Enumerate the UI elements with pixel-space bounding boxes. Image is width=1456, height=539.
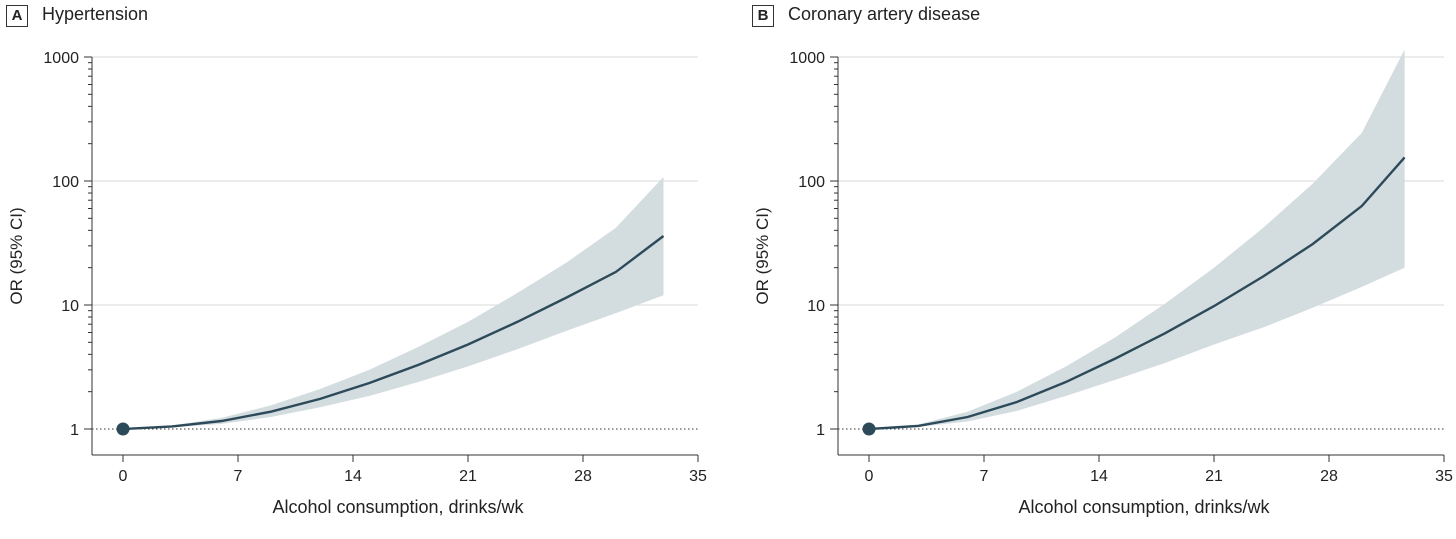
y-tick-label: 1000 xyxy=(789,50,825,67)
y-tick-label: 10 xyxy=(807,298,825,315)
y-tick-label: 1000 xyxy=(43,50,79,67)
x-tick-label: 21 xyxy=(459,468,477,485)
series-line xyxy=(868,156,1406,431)
y-tick-label: 100 xyxy=(798,174,825,191)
panel-letter: A xyxy=(6,5,28,27)
x-tick-label: 7 xyxy=(980,468,989,485)
y-tick-label: 1 xyxy=(70,422,79,439)
x-tick-label: 0 xyxy=(865,468,874,485)
y-axis-label: OR (95% CI) xyxy=(753,207,772,304)
x-tick-label: 35 xyxy=(689,468,707,485)
series-line xyxy=(122,235,665,431)
confidence-band xyxy=(869,49,1405,429)
panel-letter: B xyxy=(752,5,774,27)
chart-panel-coronary-artery-disease: B Coronary artery disease 1 10 100 1000 0 7 14… xyxy=(746,0,1456,539)
chart-panel-hypertension: A Hypertension 1 10 100 1000 0 7 14 21 28 35 Alcoh… xyxy=(6,4,707,517)
panel-title: Coronary artery disease xyxy=(788,4,981,24)
x-tick-label: 14 xyxy=(1090,468,1108,485)
chart-svg: 1 10 100 1000 0 7 14 21 28 35 Alcohol consumption,… xyxy=(753,49,1453,517)
x-tick-label: 7 xyxy=(234,468,243,485)
x-tick-label: 35 xyxy=(1435,468,1453,485)
x-axis-label: Alcohol consumption, drinks/wk xyxy=(272,497,524,517)
panel-title: Hypertension xyxy=(42,4,149,24)
y-tick-label: 100 xyxy=(52,174,79,191)
x-tick-label: 21 xyxy=(1205,468,1223,485)
y-axis-label: OR (95% CI) xyxy=(7,207,26,304)
x-axis-label: Alcohol consumption, drinks/wk xyxy=(1018,497,1270,517)
y-tick-label: 1 xyxy=(816,422,825,439)
x-tick-label: 28 xyxy=(1320,468,1338,485)
reference-point-marker xyxy=(862,422,876,436)
x-tick-label: 14 xyxy=(344,468,362,485)
x-tick-label: 0 xyxy=(119,468,128,485)
y-tick-label: 10 xyxy=(61,298,79,315)
confidence-band xyxy=(123,176,664,429)
reference-point-marker xyxy=(116,422,130,436)
x-tick-label: 28 xyxy=(574,468,592,485)
chart-svg: 1 10 100 1000 0 7 14 21 28 35 Alcohol consumption,… xyxy=(7,50,707,517)
